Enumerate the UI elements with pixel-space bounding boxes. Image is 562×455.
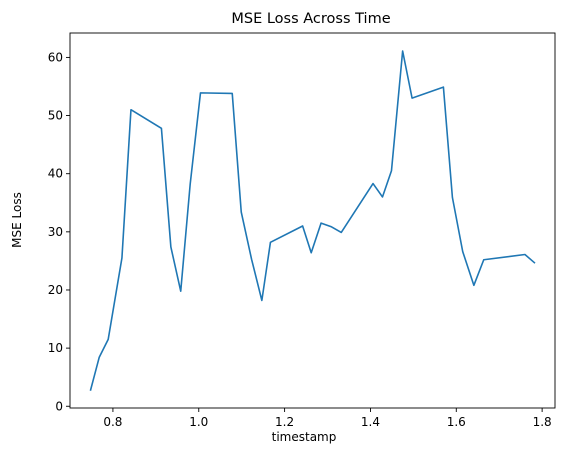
x-tick-label: 1.4: [361, 415, 380, 429]
axes-background: [70, 33, 555, 408]
y-tick-label: 40: [48, 167, 63, 181]
y-axis: 0 10 20 30 40 50 60: [48, 50, 70, 413]
y-tick-label: 10: [48, 341, 63, 355]
x-tick-label: 1.0: [189, 415, 208, 429]
y-tick-label: 60: [48, 50, 63, 64]
x-axis: 0.8 1.0 1.2 1.4 1.6 1.8: [103, 408, 552, 429]
x-tick-label: 1.2: [275, 415, 294, 429]
y-tick-label: 20: [48, 283, 63, 297]
series-line: [89, 50, 536, 391]
y-axis-label: MSE Loss: [10, 192, 24, 248]
chart-title: MSE Loss Across Time: [231, 11, 390, 27]
axes-frame: [69, 32, 556, 409]
y-tick-label: 50: [48, 109, 63, 123]
y-tick-label: 0: [55, 399, 63, 413]
x-tick-label: 1.8: [533, 415, 552, 429]
series-layer: [89, 50, 536, 391]
x-tick-label: 0.8: [103, 415, 122, 429]
y-tick-label: 30: [48, 225, 63, 239]
x-axis-label: timestamp: [272, 430, 337, 444]
plot-area: [69, 32, 556, 409]
x-tick-label: 1.6: [447, 415, 466, 429]
